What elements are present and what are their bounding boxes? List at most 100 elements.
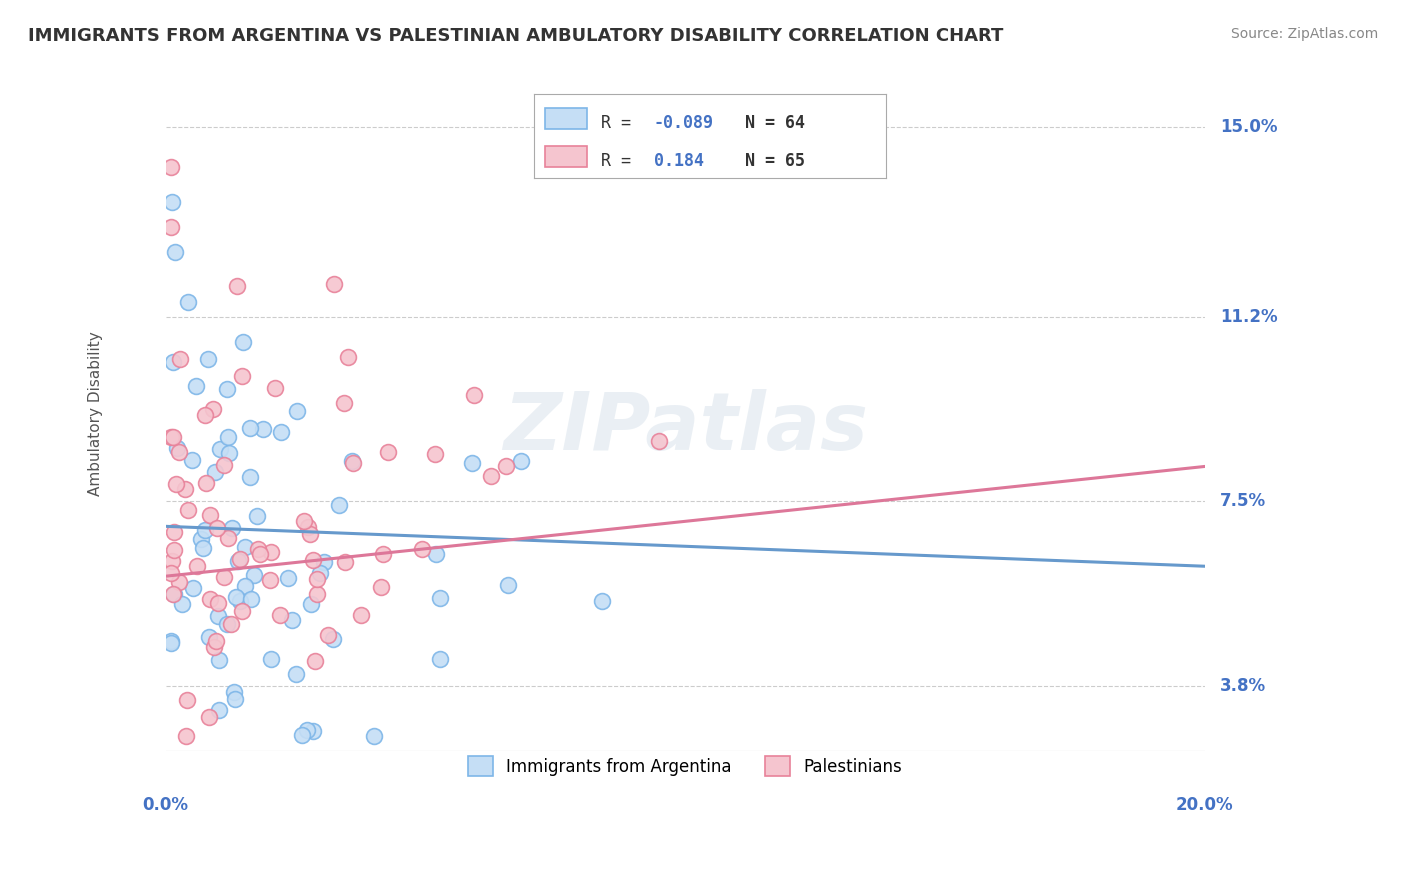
Point bbox=[425, 547, 447, 561]
Point bbox=[411, 541, 433, 556]
Text: 0.0%: 0.0% bbox=[142, 796, 188, 814]
Text: 20.0%: 20.0% bbox=[1175, 796, 1233, 814]
Point bbox=[370, 580, 392, 594]
Point bbox=[322, 277, 344, 292]
Point bbox=[259, 652, 281, 666]
Point bbox=[498, 577, 520, 591]
Point bbox=[160, 160, 183, 174]
Point bbox=[202, 640, 225, 654]
Point bbox=[648, 434, 671, 448]
Point bbox=[305, 587, 328, 601]
Point bbox=[177, 294, 200, 309]
Text: ZIPatlas: ZIPatlas bbox=[502, 389, 868, 467]
Point bbox=[239, 470, 262, 484]
Point bbox=[207, 597, 229, 611]
Point bbox=[292, 514, 315, 528]
Point bbox=[163, 245, 186, 260]
Point bbox=[167, 445, 190, 459]
Point bbox=[463, 388, 485, 402]
Point bbox=[260, 545, 283, 559]
Point bbox=[314, 556, 336, 570]
Point bbox=[184, 379, 207, 393]
Text: Ambulatory Disability: Ambulatory Disability bbox=[89, 332, 104, 497]
Text: N = 65: N = 65 bbox=[745, 153, 806, 170]
Point bbox=[165, 476, 187, 491]
FancyBboxPatch shape bbox=[544, 108, 588, 129]
Point bbox=[299, 597, 322, 611]
Point bbox=[215, 616, 238, 631]
Text: 3.8%: 3.8% bbox=[1220, 677, 1267, 695]
Point bbox=[363, 729, 385, 743]
Point bbox=[231, 369, 253, 384]
Point bbox=[269, 607, 291, 622]
Point bbox=[246, 542, 269, 557]
Point bbox=[207, 702, 229, 716]
Point bbox=[495, 459, 517, 474]
Text: 15.0%: 15.0% bbox=[1220, 119, 1278, 136]
Point bbox=[281, 613, 304, 627]
Point bbox=[163, 587, 186, 601]
Point bbox=[229, 593, 252, 607]
Text: 7.5%: 7.5% bbox=[1220, 492, 1267, 510]
Point bbox=[160, 566, 183, 580]
Point bbox=[301, 723, 323, 738]
Point bbox=[209, 442, 232, 456]
Point bbox=[205, 634, 228, 648]
Point bbox=[163, 524, 186, 539]
Point bbox=[167, 574, 190, 589]
Point bbox=[302, 552, 325, 566]
Point bbox=[160, 554, 183, 568]
FancyBboxPatch shape bbox=[544, 146, 588, 168]
Point bbox=[226, 554, 249, 568]
Legend: Immigrants from Argentina, Palestinians: Immigrants from Argentina, Palestinians bbox=[461, 749, 908, 783]
Point bbox=[460, 456, 482, 470]
Point bbox=[249, 547, 271, 561]
Point bbox=[162, 355, 184, 369]
Point bbox=[198, 709, 221, 723]
Point bbox=[333, 396, 356, 410]
Point bbox=[340, 454, 363, 468]
Point bbox=[291, 728, 314, 742]
Point bbox=[229, 551, 252, 566]
Point bbox=[232, 335, 254, 350]
Point bbox=[245, 509, 267, 524]
Point bbox=[297, 520, 319, 534]
Point bbox=[284, 667, 307, 681]
Text: R =: R = bbox=[602, 153, 641, 170]
Point bbox=[219, 616, 242, 631]
Point bbox=[215, 382, 238, 396]
Point bbox=[510, 454, 533, 468]
Point bbox=[316, 628, 339, 642]
Point bbox=[429, 591, 451, 605]
Point bbox=[259, 574, 281, 588]
Point bbox=[239, 421, 262, 435]
Point bbox=[479, 469, 502, 483]
Point bbox=[197, 351, 219, 366]
Point bbox=[194, 408, 217, 422]
Point bbox=[217, 429, 239, 443]
Text: -0.089: -0.089 bbox=[654, 114, 714, 132]
Point bbox=[221, 521, 243, 535]
Point bbox=[423, 447, 446, 461]
Point bbox=[214, 458, 236, 472]
Point bbox=[342, 456, 364, 470]
Point bbox=[208, 653, 231, 667]
Point bbox=[233, 579, 256, 593]
Point bbox=[295, 723, 318, 737]
Point bbox=[162, 587, 184, 601]
Point bbox=[322, 632, 344, 647]
Point bbox=[162, 430, 184, 444]
Point bbox=[217, 531, 239, 545]
Point bbox=[205, 521, 228, 535]
Point bbox=[591, 593, 613, 607]
Point bbox=[335, 555, 357, 569]
Text: IMMIGRANTS FROM ARGENTINA VS PALESTINIAN AMBULATORY DISABILITY CORRELATION CHART: IMMIGRANTS FROM ARGENTINA VS PALESTINIAN… bbox=[28, 27, 1004, 45]
Point bbox=[180, 452, 202, 467]
Point bbox=[197, 630, 219, 644]
Point bbox=[299, 526, 322, 541]
Point bbox=[377, 445, 399, 459]
Point bbox=[170, 597, 193, 611]
Point bbox=[224, 692, 246, 706]
Point bbox=[198, 508, 221, 523]
Point bbox=[304, 654, 326, 668]
